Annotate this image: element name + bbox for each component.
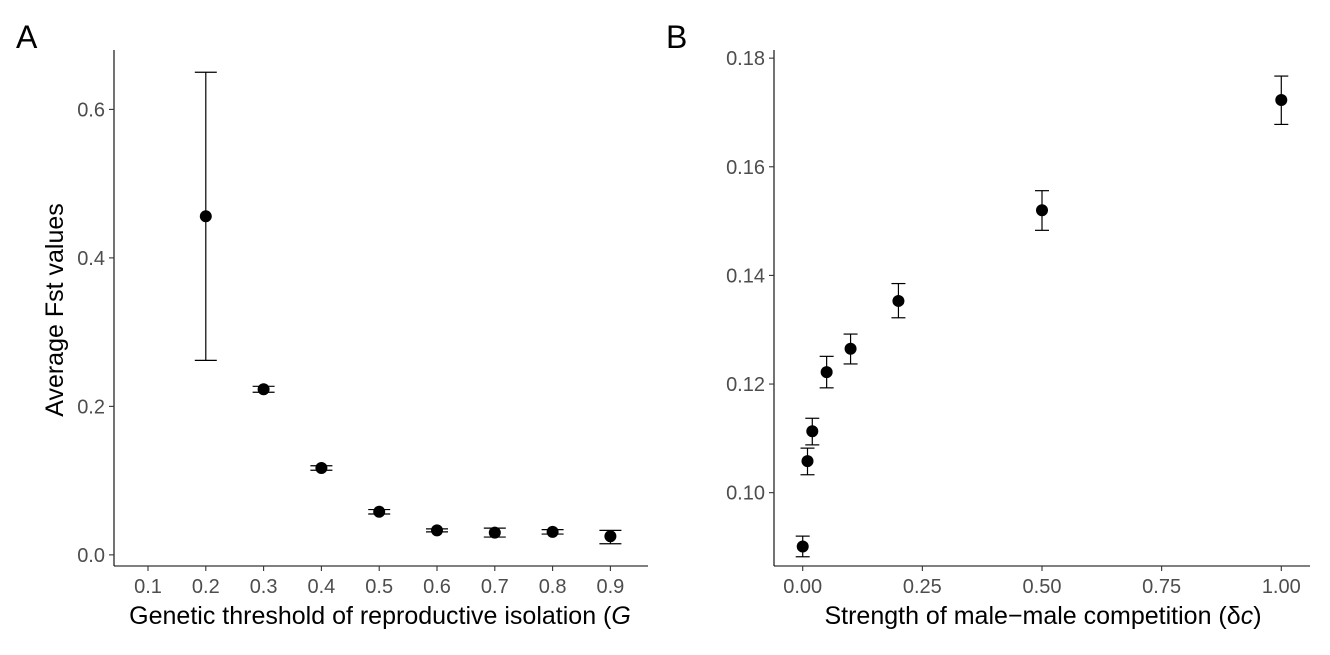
panel-a-data-point xyxy=(199,210,212,223)
panel-b-x-tick-label: 0.25 xyxy=(903,576,942,598)
panel-a-data-point xyxy=(488,526,501,539)
panel-b-data-point xyxy=(801,455,814,468)
panel-a-x-tick-label: 0.8 xyxy=(539,576,567,598)
panel-b-y-tick-label: 0.14 xyxy=(726,265,765,287)
panel-b-data-point xyxy=(1275,93,1288,106)
panel-a-x-tick-label: 0.2 xyxy=(192,576,220,598)
panel-b-y-tick-label: 0.12 xyxy=(726,374,765,396)
panel-a-data-point xyxy=(546,525,559,538)
panel-a-label: A xyxy=(16,19,38,55)
panel-b: B 0.10 0.12 0.14 0.16 0.18 0.00 0.25 0.50 0.75 1.… xyxy=(666,19,1310,630)
panel-a-y-tick-label: 0.2 xyxy=(77,396,105,418)
panel-a-y-tick-label: 0.4 xyxy=(77,248,105,270)
panel-a-x-tick-label: 0.4 xyxy=(307,576,335,598)
panel-a-y-tick-label: 0.6 xyxy=(77,99,105,121)
panel-a-x-axis-title-italic: G xyxy=(611,602,630,630)
panel-a-data-point xyxy=(373,505,386,518)
panel-a-y-axis-title: Average Fst values xyxy=(41,203,69,417)
panel-a-data-point xyxy=(431,524,443,537)
panel-a-x-tick-label: 0.7 xyxy=(481,576,509,598)
panel-b-plot-area: 0.10 0.12 0.14 0.16 0.18 0.00 0.25 0.50 0.75 1.00 xyxy=(726,48,1310,598)
panel-b-x-tick-label: 0.00 xyxy=(783,576,822,598)
panel-b-x-axis-title: Strength of male−male competition (δc) xyxy=(824,602,1261,630)
panel-b-data-point xyxy=(844,342,857,355)
panel-b-data-point xyxy=(806,425,819,438)
panel-b-y-tick-label: 0.18 xyxy=(726,48,765,70)
panel-a-x-tick-label: 0.5 xyxy=(365,576,393,598)
panel-a-x-tick-label: 0.3 xyxy=(250,576,278,598)
panel-b-x-tick-label: 1.00 xyxy=(1262,576,1301,598)
panel-a-data-point xyxy=(604,530,617,543)
panel-a-data-point xyxy=(257,383,270,396)
panel-b-x-axis-title-end: ) xyxy=(1253,602,1261,630)
panel-b-x-tick-label: 0.50 xyxy=(1023,576,1062,598)
panel-b-x-axis-title-text: Strength of male−male competition ( xyxy=(824,602,1227,630)
panel-a-x-axis-title-text: Genetic threshold of reproductive isolat… xyxy=(129,602,612,630)
panel-b-x-axis-title-italic: c xyxy=(1241,602,1254,630)
panel-a-x-tick-label: 0.9 xyxy=(596,576,624,598)
panel-b-y-tick-label: 0.16 xyxy=(726,157,765,179)
panel-b-y-tick-label: 0.10 xyxy=(726,483,765,505)
panel-a-plot-area: 0.0 0.2 0.4 0.6 0.1 0.2 0.3 0.4 0.5 0.6 0.7 0.8 0.9 xyxy=(77,50,648,598)
panel-b-data-point xyxy=(820,366,833,379)
panel-a-x-tick-label: 0.6 xyxy=(423,576,451,598)
panel-b-x-tick-label: 0.75 xyxy=(1142,576,1181,598)
panel-b-data-point xyxy=(796,540,809,553)
panel-b-data-point xyxy=(892,294,905,307)
panel-b-label: B xyxy=(666,19,687,55)
panel-a-y-tick-label: 0.0 xyxy=(77,545,105,567)
panel-a-x-axis-title: Genetic threshold of reproductive isolat… xyxy=(129,602,631,630)
panel-b-x-axis-title-symbol: δ xyxy=(1227,602,1241,630)
panel-a-data-point xyxy=(315,461,328,474)
panel-a: A 0.00.20.40.60.1 0.2 0.3 0.4 0.5 0.6 0.7 0.8 0.… xyxy=(16,19,648,630)
panel-b-data-point xyxy=(1036,204,1048,217)
panel-a-x-tick-label: 0.1 xyxy=(134,576,162,598)
